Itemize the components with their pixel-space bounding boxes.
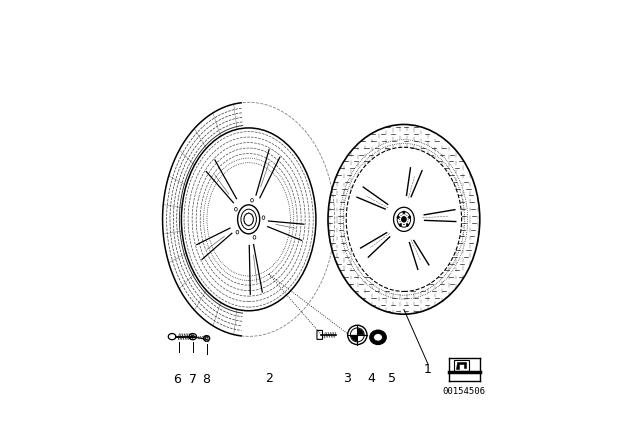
Ellipse shape: [402, 217, 406, 222]
Ellipse shape: [328, 125, 480, 314]
Text: 5: 5: [388, 371, 396, 384]
Circle shape: [350, 328, 364, 342]
Text: 1: 1: [424, 363, 432, 376]
Ellipse shape: [399, 224, 401, 226]
Text: 7: 7: [189, 373, 198, 386]
Ellipse shape: [374, 333, 383, 341]
Ellipse shape: [397, 216, 399, 219]
Polygon shape: [456, 362, 466, 370]
Ellipse shape: [168, 333, 176, 340]
Text: 4: 4: [367, 371, 375, 384]
Ellipse shape: [406, 224, 408, 226]
Text: 3: 3: [343, 371, 351, 384]
FancyBboxPatch shape: [317, 331, 323, 340]
Ellipse shape: [346, 147, 461, 292]
Text: 00154506: 00154506: [443, 387, 486, 396]
Text: 8: 8: [203, 373, 211, 386]
Ellipse shape: [403, 211, 405, 214]
Ellipse shape: [370, 330, 387, 345]
Circle shape: [348, 325, 367, 345]
Ellipse shape: [408, 216, 411, 219]
Polygon shape: [454, 360, 469, 371]
Ellipse shape: [244, 213, 253, 225]
Text: 6: 6: [173, 373, 181, 386]
Wedge shape: [351, 335, 357, 341]
Wedge shape: [357, 328, 364, 335]
Text: 2: 2: [266, 371, 273, 384]
